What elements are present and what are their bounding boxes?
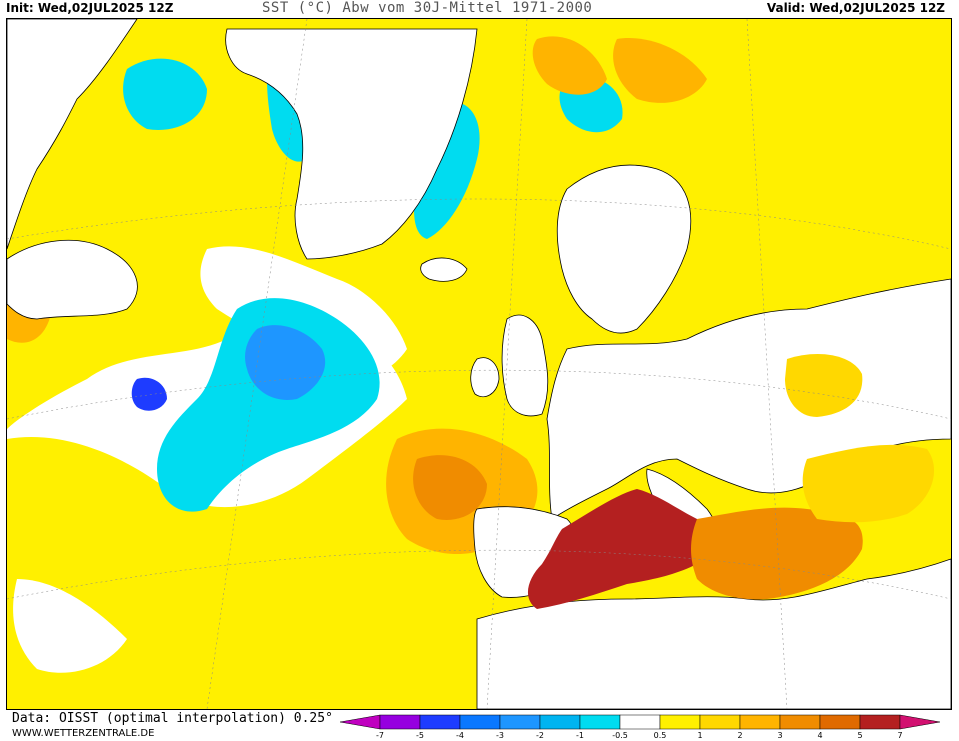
greenland-land xyxy=(225,28,478,260)
legend-swatch xyxy=(739,714,781,730)
scandinavia-land xyxy=(556,164,692,334)
legend-swatch xyxy=(899,714,941,730)
ocean-cool-zone xyxy=(123,58,207,130)
mediterranean-hot-zone xyxy=(527,489,707,609)
iceland-land xyxy=(420,257,468,282)
legend-ticks: -7 -5 -4 -3 -2 -1 -0.5 0.5 1 2 3 4 5 7 xyxy=(330,731,955,741)
sst-anomaly-map xyxy=(6,18,952,710)
legend-swatch xyxy=(339,714,381,730)
legend-tick-label: -0.5 xyxy=(612,731,628,740)
legend-swatch xyxy=(539,714,581,730)
ocean-warm-zone xyxy=(613,38,707,103)
valid-time: Valid: Wed,02JUL2025 12Z xyxy=(766,1,945,15)
legend-swatch xyxy=(819,714,861,730)
legend-tick-label: -4 xyxy=(456,731,464,740)
ocean-warm-zone xyxy=(413,455,487,520)
legend-tick-label: 0.5 xyxy=(653,731,667,740)
legend-tick-label: -3 xyxy=(496,731,504,740)
ireland-land xyxy=(470,357,500,398)
black-sea-warm-zone xyxy=(785,354,863,417)
north-america-land xyxy=(7,19,138,250)
ocean-cool-zone xyxy=(157,298,380,512)
legend-tick-label: 7 xyxy=(897,731,903,740)
legend-tick-label: 4 xyxy=(817,731,823,740)
eastern-med-warm-zone xyxy=(802,444,935,523)
ocean-cool-zone xyxy=(131,377,167,411)
north-america-land xyxy=(7,239,138,320)
init-time: Init: Wed,02JUL2025 12Z xyxy=(6,1,174,15)
map-title: SST (°C) Abw vom 30J-Mittel 1971-2000 xyxy=(262,0,593,16)
ocean-warm-zone xyxy=(532,36,607,95)
color-legend: -7 -5 -4 -3 -2 -1 -0.5 0.5 1 2 3 4 5 7 xyxy=(330,713,955,741)
mediterranean-warm-zone xyxy=(691,507,863,600)
legend-tick-label: -1 xyxy=(576,731,584,740)
map-header: Init: Wed,02JUL2025 12Z SST (°C) Abw vom… xyxy=(0,0,959,18)
site-credit: WWW.WETTERZENTRALE.DE xyxy=(12,728,155,739)
british-isles-land xyxy=(501,314,549,417)
graticule xyxy=(7,19,951,709)
legend-swatch xyxy=(499,714,541,730)
legend-swatch xyxy=(699,714,741,730)
map-footer: Data: OISST (optimal interpolation) 0.25… xyxy=(0,709,959,741)
legend-tick-label: -5 xyxy=(416,731,424,740)
legend-swatch xyxy=(379,714,421,730)
north-africa-land xyxy=(476,558,951,709)
legend-bar xyxy=(339,714,941,730)
legend-tick-label: -7 xyxy=(376,731,384,740)
ocean-neutral-zone xyxy=(13,579,128,673)
legend-swatch xyxy=(859,714,901,730)
legend-swatch xyxy=(459,714,501,730)
legend-tick-label: 1 xyxy=(697,731,703,740)
legend-swatch xyxy=(779,714,821,730)
legend-tick-label: -2 xyxy=(536,731,544,740)
map-canvas xyxy=(7,19,951,709)
legend-swatch xyxy=(659,714,701,730)
legend-tick-label: 5 xyxy=(857,731,863,740)
legend-swatch xyxy=(579,714,621,730)
legend-tick-label: 2 xyxy=(737,731,743,740)
legend-tick-label: 3 xyxy=(777,731,783,740)
legend-swatch xyxy=(419,714,461,730)
data-source: Data: OISST (optimal interpolation) 0.25… xyxy=(12,711,333,726)
legend-swatch xyxy=(619,714,661,730)
